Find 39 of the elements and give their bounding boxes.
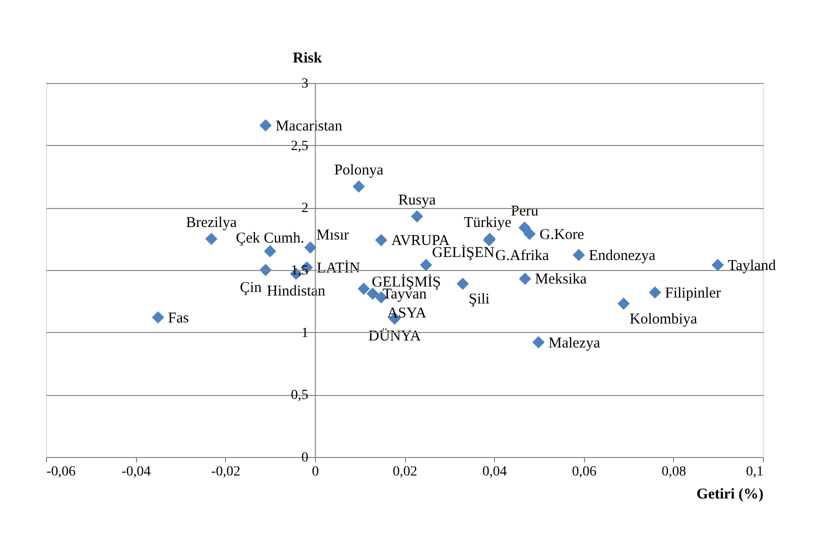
x-tick-label: 0,08	[662, 464, 686, 480]
series-label: GELİŞEN	[432, 244, 495, 262]
y-tick-label: 0	[301, 450, 308, 466]
series-label: ASYA	[387, 305, 427, 322]
series-label: G.Kore	[540, 226, 584, 243]
series-label: Fas	[168, 310, 190, 326]
y-axis-title: Risk	[292, 50, 323, 66]
x-tick-label: 0,1	[746, 464, 764, 480]
x-tick-label: 0,04	[482, 464, 507, 480]
series-label: Tayland	[728, 258, 776, 274]
y-tick-label: 2,5	[290, 138, 308, 154]
x-tick-label: 0,06	[572, 464, 596, 480]
series-label: Mısır	[316, 228, 349, 244]
series-label: Kolombiya	[630, 312, 698, 328]
x-tick-label: 0,02	[392, 464, 418, 480]
series-label: Meksika	[535, 272, 588, 288]
series-label: Polonya	[334, 162, 384, 178]
series-label: GELİŞMİŞ	[372, 274, 441, 291]
series-label: G.Afrika	[495, 248, 550, 264]
y-tick-label: 1	[301, 326, 308, 341]
x-tick-label: 0	[312, 464, 319, 480]
series-label: Çin	[240, 280, 262, 296]
y-tick-label: 2	[301, 201, 308, 216]
x-axis-title: Getiri (%)	[696, 486, 764, 502]
series-label: Brezilya	[186, 214, 238, 231]
series-label: Filipinler	[665, 285, 721, 302]
series-label: Türkiye	[464, 214, 512, 231]
series-label: Rusya	[398, 192, 436, 208]
x-tick-label: -0,02	[211, 464, 240, 480]
y-tick-label: 3	[301, 76, 308, 92]
series-label: Malezya	[548, 335, 600, 352]
y-tick-label: 0,5	[290, 388, 308, 404]
x-tick-label: -0,06	[46, 464, 76, 480]
x-tick-label: -0,04	[122, 464, 151, 480]
series-label: Hindistan	[266, 284, 326, 300]
series-label: Çek Cumh.	[236, 230, 304, 246]
series-label: Endonezya	[588, 248, 656, 264]
series-label: Macaristan	[276, 118, 343, 134]
series-label: Şili	[468, 292, 490, 308]
